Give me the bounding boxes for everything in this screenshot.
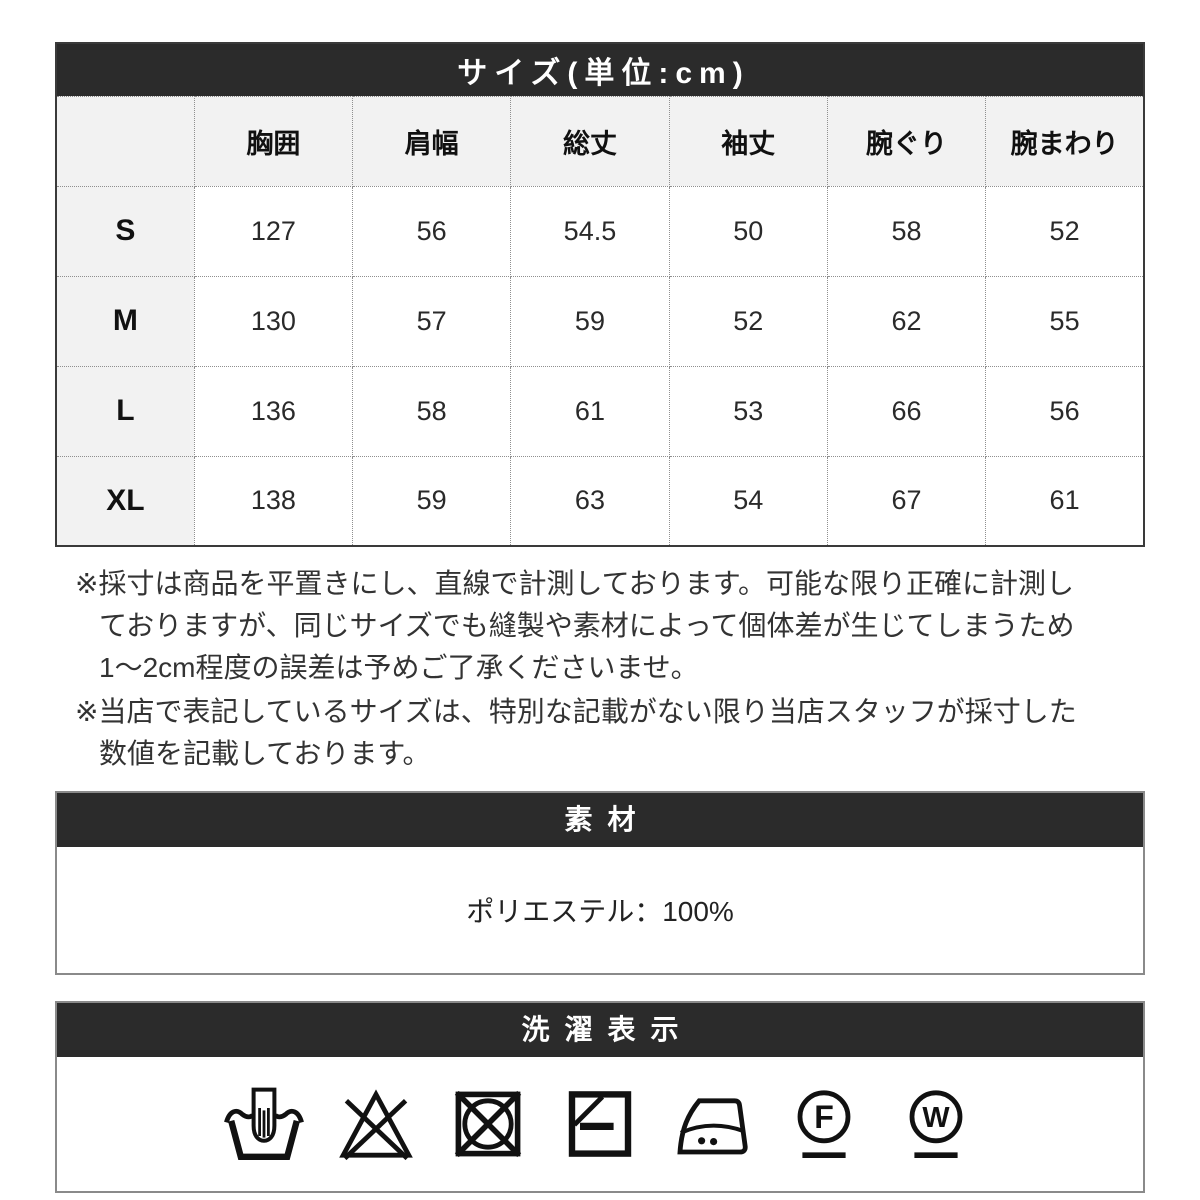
wet-clean-letter: W [922, 1102, 950, 1134]
table-row-size-xl: XL 138 59 63 54 67 61 [55, 455, 1145, 547]
col-header-armhole: 腕ぐり [826, 95, 987, 187]
size-value-cell: 136 [193, 365, 354, 457]
table-row-size-l: L 136 58 61 53 66 56 [55, 365, 1145, 457]
dry-clean-letter: F [814, 1099, 834, 1135]
size-value-cell: 52 [668, 275, 828, 367]
col-header-sleeve-length: 袖丈 [668, 95, 828, 187]
do-not-bleach-icon [339, 1089, 413, 1161]
size-value-cell: 54 [668, 455, 828, 547]
size-value-cell: 63 [510, 455, 670, 547]
size-value-cell: 56 [985, 365, 1145, 457]
size-value-cell: 54.5 [510, 185, 670, 277]
size-table-column-header-row: 胸囲 肩幅 総丈 袖丈 腕ぐり 腕まわり [55, 95, 1145, 187]
size-table-title: サイズ(単位:cm) [56, 43, 1144, 96]
size-value-cell: 66 [826, 365, 987, 457]
size-row-label: M [55, 275, 195, 367]
size-table: サイズ(単位:cm) 胸囲 肩幅 総丈 袖丈 腕ぐり 腕まわり S 127 56… [55, 42, 1145, 547]
size-value-cell: 67 [826, 455, 987, 547]
wet-clean-W-icon: W [909, 1090, 963, 1158]
size-value-cell: 127 [193, 185, 354, 277]
do-not-tumble-dry-icon [454, 1090, 522, 1158]
size-value-cell: 130 [193, 275, 354, 367]
iron-two-dots-icon [677, 1098, 748, 1155]
flat-dry-in-shade-icon [568, 1091, 632, 1157]
size-value-cell: 55 [985, 275, 1145, 367]
care-symbols-row: F W [57, 1057, 1143, 1191]
col-header-total-length: 総丈 [510, 95, 670, 187]
size-value-cell: 53 [668, 365, 828, 457]
hand-wash-icon [224, 1087, 304, 1160]
size-value-cell: 138 [193, 455, 354, 547]
col-header-shoulder-width: 肩幅 [352, 95, 512, 187]
size-value-cell: 61 [510, 365, 670, 457]
note-line: ておりますが、同じサイズでも縫製や素材によって個体差が生じてしまうため [99, 610, 1075, 641]
size-row-label: L [55, 365, 195, 457]
note-line: 数値を記載しております。 [99, 738, 431, 769]
note-line: ※採寸は商品を平置きにし、直線で計測しております。可能な限り正確に計測し [75, 568, 1074, 599]
size-value-cell: 57 [352, 275, 512, 367]
size-row-label: S [55, 185, 195, 277]
col-header-arm-circumference: 腕まわり [985, 95, 1145, 187]
size-table-title-row: サイズ(単位:cm) [56, 43, 1144, 96]
size-value-cell: 62 [826, 275, 987, 367]
note-line: ※当店で表記しているサイズは、特別な記載がない限り当店スタッフが採寸した [75, 696, 1077, 727]
dry-clean-F-icon: F [797, 1090, 851, 1158]
table-row-size-s: S 127 56 54.5 50 58 52 [55, 185, 1145, 277]
size-value-cell: 50 [668, 185, 828, 277]
size-value-cell: 58 [352, 365, 512, 457]
size-value-cell: 59 [510, 275, 670, 367]
material-panel: 素材 ポリエステル：100% [55, 791, 1145, 975]
note-line: 1〜2cm程度の誤差は予めご了承くださいませ。 [99, 652, 699, 683]
size-value-cell: 61 [985, 455, 1145, 547]
measurement-note: ※採寸は商品を平置きにし、直線で計測しております。可能な限り正確に計測し ており… [75, 563, 1145, 689]
corner-empty-cell [55, 95, 195, 187]
size-value-cell: 58 [826, 185, 987, 277]
measurement-note: ※当店で表記しているサイズは、特別な記載がない限り当店スタッフが採寸した 数値を… [75, 691, 1145, 775]
size-value-cell: 52 [985, 185, 1145, 277]
material-value: ポリエステル：100% [466, 896, 734, 927]
care-panel-header: 洗濯表示 [57, 1003, 1143, 1057]
col-header-chest: 胸囲 [193, 95, 354, 187]
size-value-cell: 59 [352, 455, 512, 547]
care-label-panel: 洗濯表示 [55, 1001, 1145, 1193]
material-panel-header: 素材 [57, 793, 1143, 847]
size-value-cell: 56 [352, 185, 512, 277]
measurement-notes: ※採寸は商品を平置きにし、直線で計測しております。可能な限り正確に計測し ており… [75, 563, 1145, 775]
size-row-label: XL [55, 455, 195, 547]
table-row-size-m: M 130 57 59 52 62 55 [55, 275, 1145, 367]
